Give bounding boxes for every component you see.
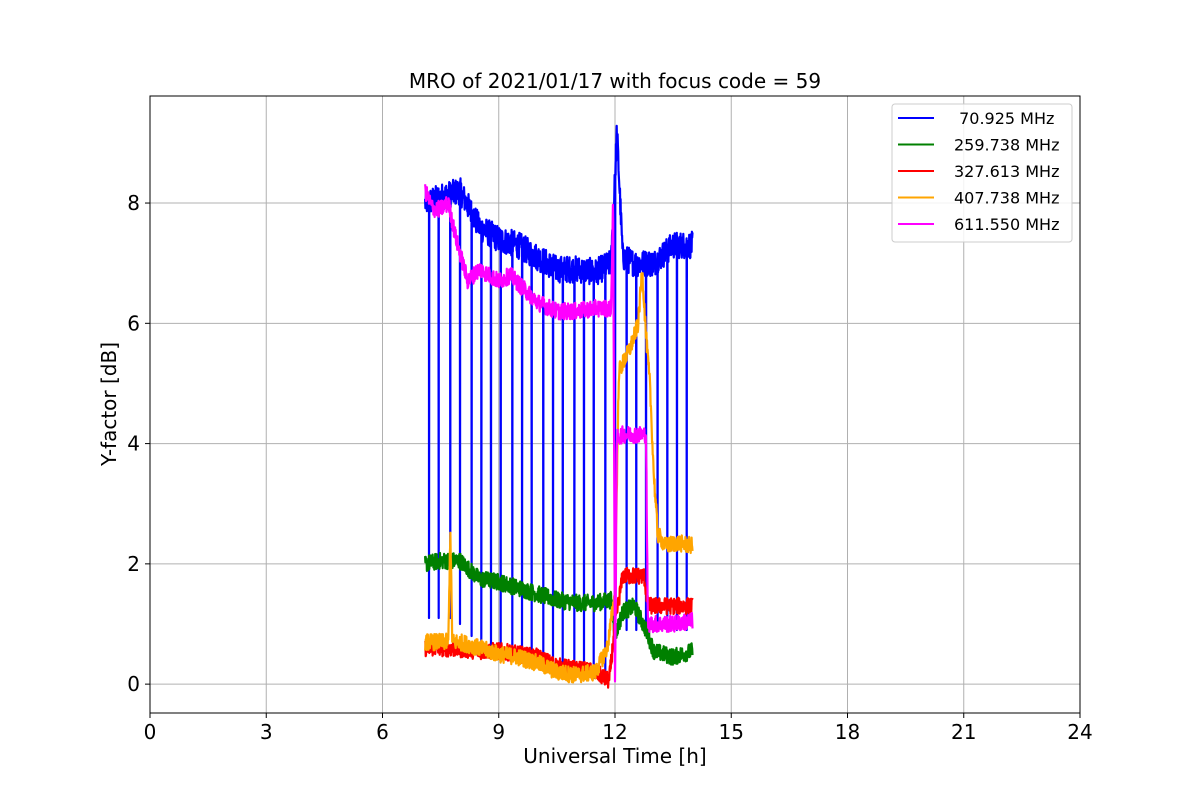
- y-tick-label-4: 8: [127, 191, 140, 215]
- y-axis-label: Y-factor [dB]: [97, 342, 121, 467]
- y-tick-label-2: 4: [127, 432, 140, 456]
- legend-label-4: 611.550 MHz: [954, 215, 1059, 234]
- series-line-3: [424, 272, 694, 684]
- x-tick-label-8: 24: [1067, 720, 1092, 744]
- legend: 70.925 MHz 259.738 MHz 327.613 MHz 407.738 …: [891, 103, 1073, 243]
- legend-label-0: 70.925 MHz: [954, 109, 1054, 128]
- y-axis-ticks: 0 2 4 6 8: [127, 191, 150, 696]
- y-tick-label-0: 0: [127, 672, 140, 696]
- y-tick-label-1: 2: [127, 552, 140, 576]
- x-axis-ticks: 0 3 6 9 12 15 18 21 24: [144, 713, 1093, 744]
- x-tick-label-1: 3: [260, 720, 273, 744]
- y-tick-label-3: 6: [127, 311, 140, 335]
- series-line-1: [424, 551, 694, 666]
- x-tick-label-3: 9: [492, 720, 505, 744]
- x-tick-label-4: 12: [602, 720, 627, 744]
- series-line-4: [424, 184, 694, 683]
- x-tick-label-7: 21: [951, 720, 976, 744]
- x-tick-label-2: 6: [376, 720, 389, 744]
- legend-label-1: 259.738 MHz: [954, 136, 1059, 155]
- plot-series: [424, 124, 694, 689]
- x-tick-label-0: 0: [144, 720, 157, 744]
- series-line-0: [424, 124, 694, 680]
- legend-box: [891, 103, 1073, 243]
- legend-label-3: 407.738 MHz: [954, 189, 1059, 208]
- x-tick-label-5: 15: [719, 720, 744, 744]
- x-tick-label-6: 18: [835, 720, 860, 744]
- legend-label-2: 327.613 MHz: [954, 162, 1059, 181]
- chart-title: MRO of 2021/01/17 with focus code = 59: [409, 69, 821, 93]
- x-axis-label: Universal Time [h]: [523, 744, 706, 768]
